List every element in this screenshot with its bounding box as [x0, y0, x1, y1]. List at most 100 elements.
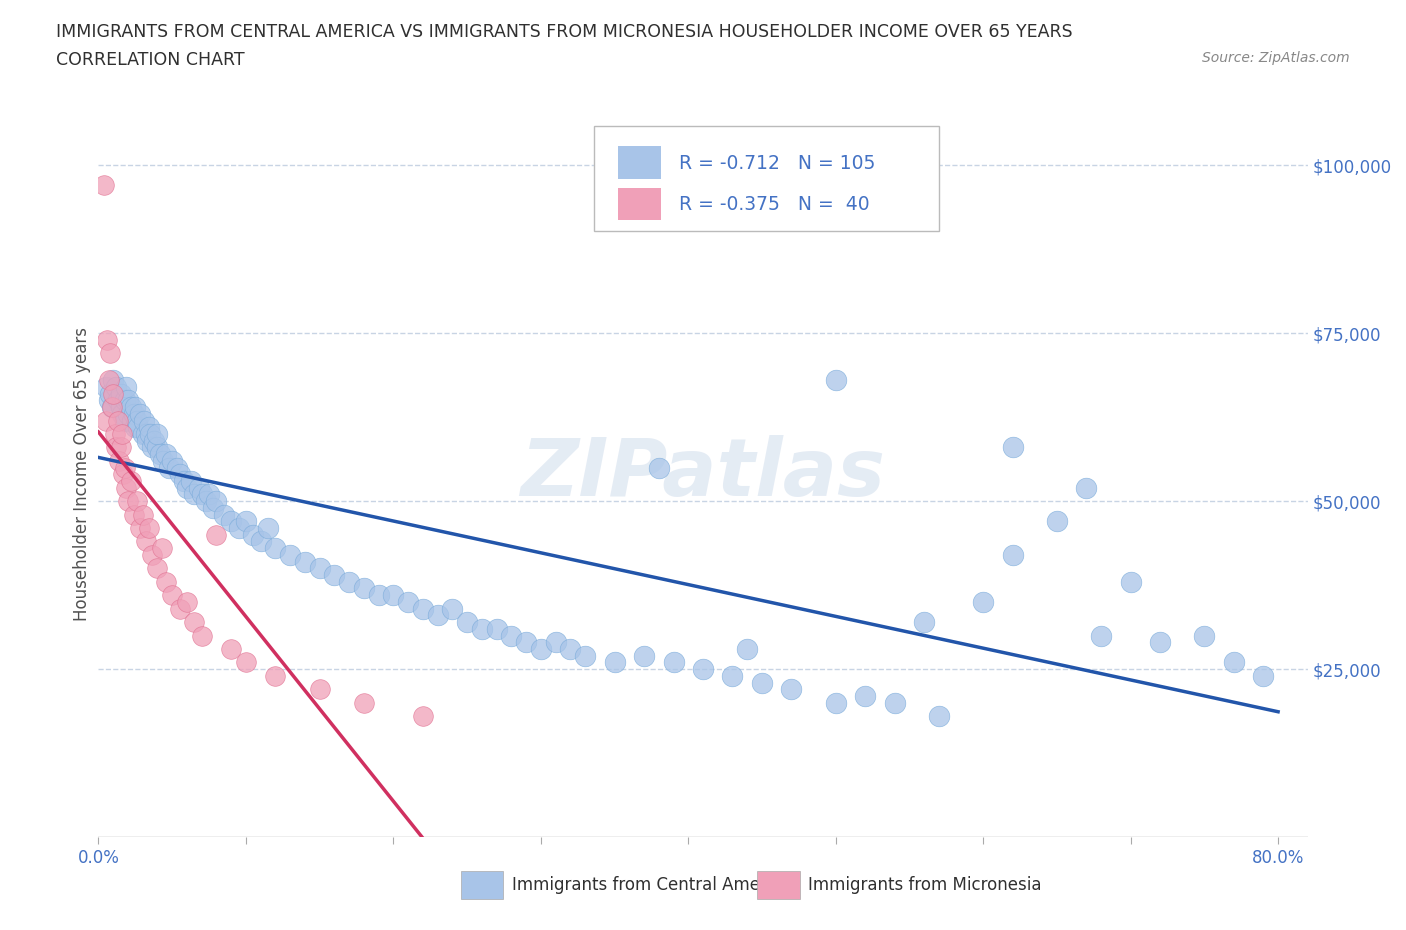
Point [183, 615, 205, 630]
Text: IMMIGRANTS FROM CENTRAL AMERICA VS IMMIGRANTS FROM MICRONESIA HOUSEHOLDER INCOME: IMMIGRANTS FROM CENTRAL AMERICA VS IMMIG… [56, 23, 1073, 41]
Point [501, 628, 523, 643]
Bar [461, 871, 503, 898]
Point [257, 521, 280, 536]
Point [412, 601, 434, 616]
Point [114, 413, 136, 428]
Point [1253, 669, 1275, 684]
Point [1046, 514, 1069, 529]
Text: ZIPatlas: ZIPatlas [520, 435, 886, 513]
Point [94, 413, 117, 428]
Point [124, 419, 146, 434]
Point [219, 642, 242, 657]
Point [108, 454, 131, 469]
Point [396, 594, 419, 609]
Point [135, 427, 157, 442]
Point [97, 393, 120, 408]
Text: R = -0.375   N =  40: R = -0.375 N = 40 [679, 195, 869, 214]
Point [100, 400, 122, 415]
Point [1194, 628, 1216, 643]
Point [104, 427, 127, 442]
Point [98, 346, 121, 361]
Point [117, 393, 139, 408]
Point [149, 446, 172, 461]
Point [853, 688, 876, 703]
Point [353, 581, 375, 596]
Point [155, 446, 177, 461]
Bar [619, 146, 661, 179]
Point [120, 473, 142, 488]
Point [202, 500, 225, 515]
Bar [619, 188, 661, 220]
Point [242, 527, 264, 542]
Point [735, 642, 758, 657]
Point [176, 594, 198, 609]
Point [143, 433, 166, 448]
Point [633, 648, 655, 663]
Point [1090, 628, 1112, 643]
Point [1223, 655, 1246, 670]
Point [187, 480, 209, 495]
Point [1001, 440, 1024, 455]
Point [169, 601, 191, 616]
Point [146, 561, 169, 576]
Point [382, 588, 405, 603]
Point [152, 454, 174, 469]
Point [195, 494, 218, 509]
Point [141, 548, 163, 563]
Point [105, 440, 128, 455]
Point [544, 635, 567, 650]
Point [294, 554, 316, 569]
Text: R = -0.712   N = 105: R = -0.712 N = 105 [679, 153, 875, 173]
Point [883, 696, 905, 711]
FancyBboxPatch shape [595, 126, 939, 232]
Point [105, 379, 128, 394]
Point [323, 567, 346, 582]
Point [1119, 575, 1142, 590]
Point [136, 433, 159, 448]
Point [183, 487, 205, 502]
Point [138, 419, 160, 434]
Point [122, 406, 145, 421]
Point [721, 669, 744, 684]
Point [157, 460, 180, 475]
Point [112, 467, 135, 482]
Point [110, 440, 132, 455]
Point [692, 661, 714, 676]
Point [412, 709, 434, 724]
Point [135, 534, 157, 549]
Point [912, 615, 935, 630]
Point [574, 648, 596, 663]
Point [928, 709, 950, 724]
Point [97, 373, 120, 388]
Point [98, 386, 121, 401]
Point [367, 588, 389, 603]
Point [278, 548, 301, 563]
Point [128, 406, 150, 421]
Point [198, 487, 221, 502]
Point [972, 594, 994, 609]
Point [212, 507, 235, 522]
Point [131, 507, 153, 522]
Point [139, 427, 162, 442]
Point [134, 413, 156, 428]
Point [824, 696, 846, 711]
Point [235, 514, 257, 529]
Point [117, 494, 139, 509]
Point [94, 379, 117, 394]
Point [249, 534, 271, 549]
Point [308, 561, 330, 576]
Point [308, 682, 330, 697]
Point [146, 440, 169, 455]
Point [235, 655, 257, 670]
Point [101, 373, 124, 388]
Point [1001, 548, 1024, 563]
Text: Immigrants from Central America: Immigrants from Central America [512, 876, 790, 894]
Point [471, 621, 494, 636]
Point [176, 480, 198, 495]
Point [150, 540, 173, 555]
Point [205, 494, 228, 509]
Point [141, 440, 163, 455]
Text: Source: ZipAtlas.com: Source: ZipAtlas.com [1202, 51, 1350, 65]
Point [190, 487, 212, 502]
Point [155, 575, 177, 590]
